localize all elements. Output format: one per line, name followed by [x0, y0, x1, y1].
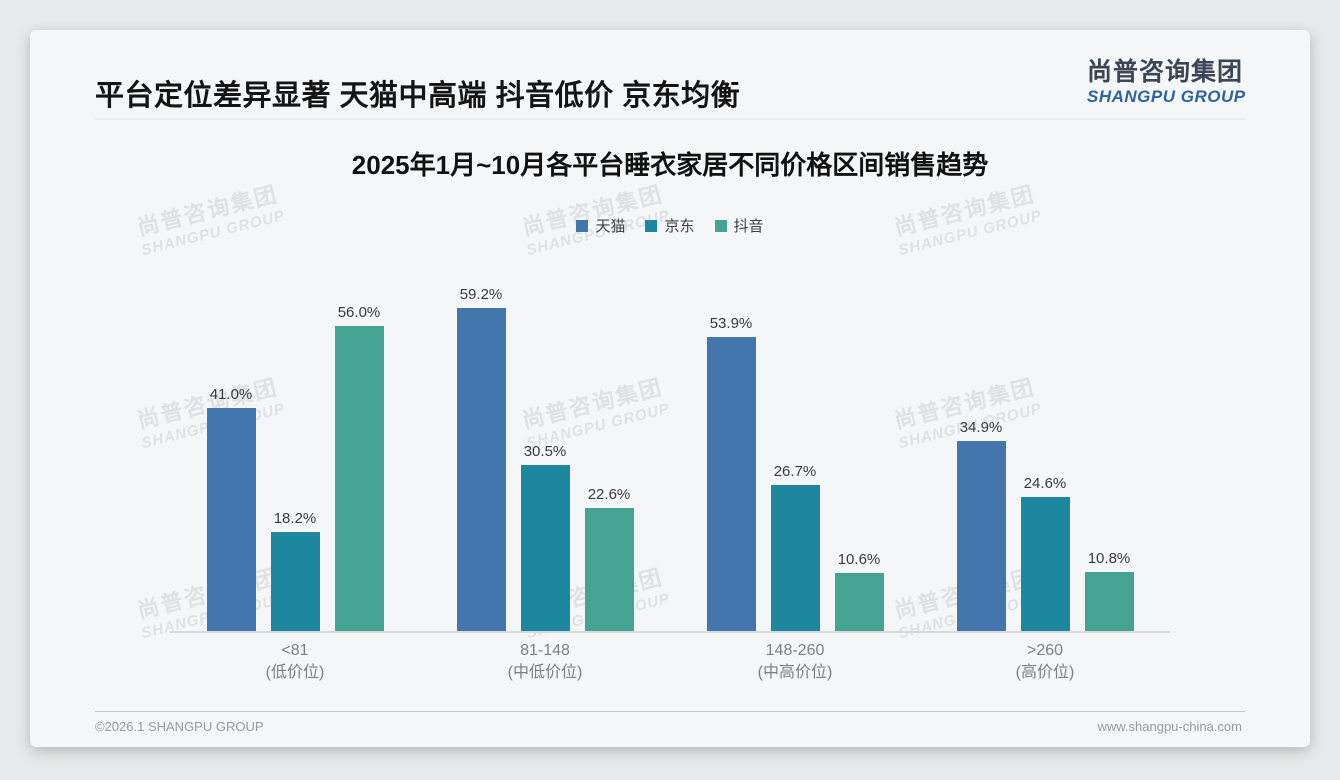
bar-column: 59.2%: [456, 286, 506, 631]
company-logo: 尚普咨询集团 SHANGPU GROUP: [1087, 58, 1247, 107]
legend-marker-icon: [714, 219, 727, 232]
bar-column: 10.6%: [834, 551, 884, 631]
category-tier-text: (中高价位): [757, 664, 833, 682]
bar-value-label: 10.6%: [837, 551, 881, 568]
bar-column: 22.6%: [584, 486, 634, 631]
bar-value-label: 59.2%: [459, 286, 503, 303]
chart-plot-area: 41.0% 18.2% 56.0% 59.2% 30.5% 22.6% 53.9% 26.7%…: [170, 270, 1170, 633]
bar-column: 18.2%: [270, 510, 320, 631]
bar-group: 34.9% 24.6% 10.8%: [920, 270, 1170, 631]
category-range-text: 148-260: [765, 642, 825, 659]
bar-value-label: 22.6%: [587, 486, 631, 503]
bar: [770, 485, 820, 631]
bar-group: 53.9% 26.7% 10.6%: [670, 270, 920, 631]
legend-marker-icon: [576, 219, 589, 232]
slide-card: 尚普咨询集团 SHANGPU GROUP 尚普咨询集团 SHANGPU GROUP 尚普…: [30, 30, 1310, 747]
bar-group: 41.0% 18.2% 56.0%: [170, 270, 420, 631]
bar: [1084, 572, 1134, 631]
category-label: <81 (低价位): [170, 640, 420, 685]
legend-item[interactable]: 天猫: [576, 215, 625, 236]
bar-value-label: 30.5%: [523, 443, 567, 460]
category-tier-text: (中低价位): [507, 664, 583, 682]
bar: [456, 308, 506, 631]
bar-column: 56.0%: [334, 304, 384, 631]
watermark-chinese-text: 尚普咨询集团: [891, 181, 1038, 241]
legend-label: 抖音: [733, 218, 764, 235]
bar-value-label: 26.7%: [773, 463, 817, 480]
category-axis: <81 (低价位) 81-148 (中低价位) 148-260 (中高价位) >260 (高价…: [170, 640, 1170, 685]
bar-value-label: 41.0%: [209, 386, 253, 403]
bar-column: 34.9%: [956, 419, 1006, 631]
bar-column: 10.8%: [1084, 550, 1134, 631]
bar: [270, 532, 320, 631]
category-label: 148-260 (中高价位): [670, 640, 920, 685]
legend-item[interactable]: 京东: [645, 215, 695, 236]
bar-value-label: 53.9%: [709, 315, 753, 332]
bar-group: 59.2% 30.5% 22.6%: [420, 270, 670, 631]
bar: [956, 441, 1006, 631]
bar-column: 53.9%: [706, 315, 756, 631]
copyright-text: ©2026.1 SHANGPU GROUP: [95, 719, 264, 734]
legend-item[interactable]: 抖音: [714, 215, 764, 236]
category-label: 81-148 (中低价位): [420, 640, 670, 685]
page-title: 平台定位差异显著 天猫中高端 抖音低价 京东均衡: [95, 80, 741, 112]
category-range-text: <81: [281, 642, 309, 659]
bar-value-label: 10.8%: [1087, 550, 1131, 567]
bar: [834, 573, 884, 631]
header-divider: [95, 118, 1245, 120]
watermark-chinese-text: 尚普咨询集团: [519, 181, 666, 241]
legend-label: 天猫: [595, 218, 626, 235]
bar-value-label: 24.6%: [1023, 475, 1067, 492]
category-label: >260 (高价位): [920, 640, 1170, 685]
logo-english-text: SHANGPU GROUP: [1087, 86, 1246, 106]
chart-legend: 天猫 京东 抖音: [30, 215, 1310, 236]
bar: [584, 508, 634, 631]
bar-value-label: 18.2%: [273, 510, 317, 527]
legend-marker-icon: [645, 219, 658, 232]
bar-column: 41.0%: [206, 386, 256, 631]
bar-value-label: 34.9%: [959, 419, 1003, 436]
bar: [1020, 497, 1070, 631]
category-tier-text: (低价位): [265, 664, 325, 682]
bar: [334, 326, 384, 631]
logo-chinese-text: 尚普咨询集团: [1087, 58, 1244, 86]
bar-column: 30.5%: [520, 443, 570, 631]
category-range-text: 81-148: [520, 642, 570, 659]
bar: [520, 465, 570, 631]
website-text: www.shangpu-china.com: [1097, 719, 1242, 734]
footer-divider: [95, 711, 1245, 712]
bar-column: 26.7%: [770, 463, 820, 631]
category-tier-text: (高价位): [1015, 664, 1075, 682]
bar-column: 24.6%: [1020, 475, 1070, 631]
bar-value-label: 56.0%: [337, 304, 381, 321]
bar: [206, 408, 256, 631]
legend-label: 京东: [664, 218, 695, 235]
watermark-chinese-text: 尚普咨询集团: [134, 181, 281, 241]
bar: [706, 337, 756, 631]
category-range-text: >260: [1026, 642, 1064, 659]
chart-title: 2025年1月~10月各平台睡衣家居不同价格区间销售趋势: [351, 150, 989, 180]
